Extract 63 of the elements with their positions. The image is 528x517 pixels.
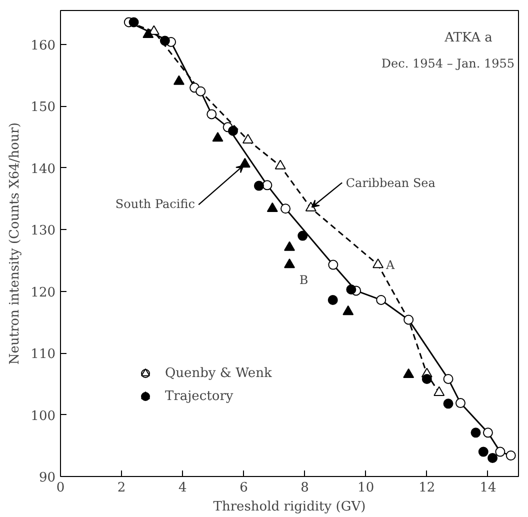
point bbox=[298, 230, 308, 241]
annotation: Caribbean Sea bbox=[346, 176, 436, 190]
point bbox=[376, 294, 386, 305]
point bbox=[266, 202, 278, 212]
x-tick-label: 0 bbox=[56, 480, 65, 496]
point bbox=[284, 241, 295, 251]
point bbox=[372, 258, 384, 268]
x-axis-title: Threshold rigidity (GV) bbox=[213, 500, 366, 514]
point bbox=[328, 294, 338, 305]
point bbox=[422, 374, 432, 384]
point bbox=[262, 180, 272, 190]
point bbox=[173, 75, 184, 85]
point bbox=[242, 134, 254, 144]
point bbox=[160, 36, 170, 46]
point bbox=[284, 258, 295, 268]
x-tick-label: 4 bbox=[178, 480, 187, 496]
x-tick-label: 14 bbox=[480, 480, 496, 496]
point bbox=[455, 398, 466, 408]
point bbox=[280, 204, 291, 214]
point bbox=[305, 202, 316, 212]
y-tick-label: 160 bbox=[30, 38, 56, 54]
legend-label: Quenby & Wenk bbox=[165, 366, 272, 380]
point bbox=[206, 109, 217, 120]
point bbox=[443, 398, 454, 409]
y-tick-label: 100 bbox=[30, 408, 56, 424]
y-axis-title: Neutron intensity (Counts X64/hour) bbox=[8, 122, 23, 365]
point bbox=[495, 446, 506, 457]
x-tick-label: 6 bbox=[240, 480, 248, 496]
point bbox=[488, 452, 498, 463]
y-tick-label: 110 bbox=[30, 347, 56, 362]
y-tick-label: 140 bbox=[30, 162, 56, 177]
x-tick-label: 2 bbox=[117, 480, 126, 496]
y-tick-label: 120 bbox=[30, 285, 56, 300]
point bbox=[443, 374, 454, 384]
point bbox=[478, 446, 488, 457]
point bbox=[196, 86, 206, 96]
point bbox=[342, 305, 354, 316]
point bbox=[274, 160, 286, 170]
x-tick-label: 8 bbox=[300, 480, 309, 496]
point bbox=[346, 284, 356, 294]
y-tick-label: 90 bbox=[38, 470, 56, 486]
annotation: B bbox=[299, 272, 308, 287]
legend-label: Trajectory bbox=[165, 388, 234, 404]
point bbox=[482, 428, 493, 438]
point bbox=[328, 260, 338, 270]
point bbox=[128, 17, 139, 28]
point bbox=[403, 368, 414, 378]
point bbox=[506, 450, 516, 461]
y-tick-label: 150 bbox=[30, 100, 56, 116]
point bbox=[142, 28, 154, 38]
point bbox=[254, 180, 264, 191]
annotation: South Pacific bbox=[115, 197, 196, 212]
point bbox=[404, 314, 414, 325]
y-tick-label: 130 bbox=[30, 224, 56, 239]
point bbox=[212, 132, 224, 142]
point bbox=[434, 386, 445, 396]
point bbox=[228, 126, 238, 136]
text: ATKA a bbox=[444, 30, 493, 46]
x-tick-label: 10 bbox=[358, 480, 374, 496]
annotation: A bbox=[385, 258, 396, 272]
text: Dec. 1954 – Jan. 1955 bbox=[381, 56, 515, 70]
point bbox=[470, 428, 481, 438]
x-tick-label: 12 bbox=[418, 480, 436, 496]
